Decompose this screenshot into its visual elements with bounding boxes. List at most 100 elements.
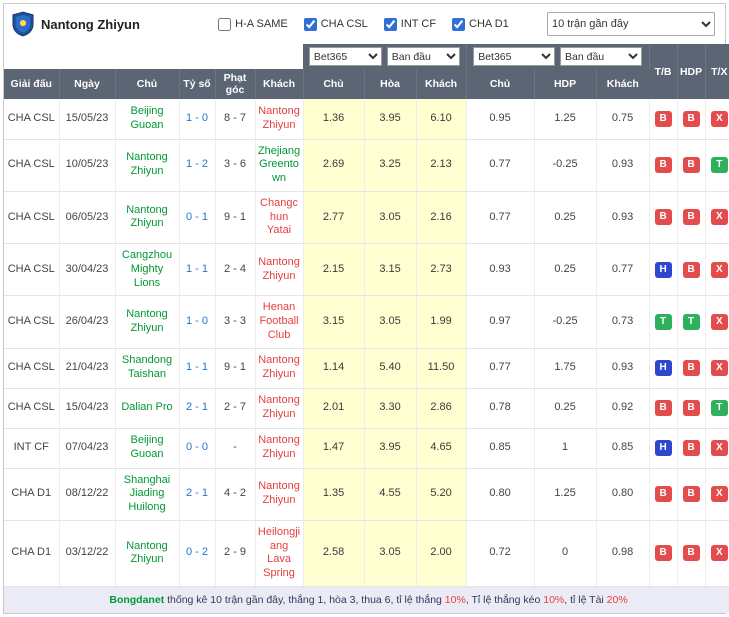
odds-time-select-hdp[interactable]: Ban đầu xyxy=(560,47,642,66)
filter-checkbox[interactable] xyxy=(218,17,232,31)
odds-time-select-1x2[interactable]: Ban đầu xyxy=(386,47,460,66)
result-tx-cell: X xyxy=(705,520,729,587)
match-row: CHA CSL 10/05/23 Nantong Zhiyun 1 - 2 3 … xyxy=(4,139,729,192)
corner-score-cell: 9 - 1 xyxy=(215,348,256,389)
score-link[interactable]: 1 - 2 xyxy=(179,139,216,192)
odds-away-cell: 2.16 xyxy=(416,191,467,245)
result-tb-badge: B xyxy=(654,400,672,416)
odds-controls-row: Bet365 Ban đầu Bet365 Ban đầu T/B HDP xyxy=(4,44,729,99)
col-header-home: Chủ xyxy=(115,69,180,99)
score-link[interactable]: 0 - 0 xyxy=(179,428,216,469)
score-link[interactable]: 1 - 1 xyxy=(179,348,216,389)
home-team-link[interactable]: Cangzhou Mighty Lions xyxy=(115,243,180,297)
result-tb-cell: H xyxy=(649,243,678,297)
odds-home-cell: 1.35 xyxy=(303,468,365,521)
date-cell: 30/04/23 xyxy=(59,243,116,297)
score-link[interactable]: 0 - 1 xyxy=(179,191,216,245)
odds-away-cell: 2.86 xyxy=(416,388,467,429)
league-cell: CHA CSL xyxy=(4,99,60,140)
odds-away-cell: 5.20 xyxy=(416,468,467,521)
league-cell: CHA CSL xyxy=(4,348,60,389)
result-tb-cell: H xyxy=(649,428,678,469)
away-team-link[interactable]: Henan Football Club xyxy=(255,295,304,349)
corner-score-cell: 2 - 4 xyxy=(215,243,256,297)
corner-score-cell: 4 - 2 xyxy=(215,468,256,521)
home-team-link[interactable]: Shandong Taishan xyxy=(115,348,180,389)
home-team-link[interactable]: Nantong Zhiyun xyxy=(115,139,180,192)
result-hdp-cell: B xyxy=(677,520,706,587)
away-team-link[interactable]: Nantong Zhiyun xyxy=(255,388,304,429)
league-cell: INT CF xyxy=(4,428,60,469)
match-range-select[interactable]: 10 trận gần đây xyxy=(547,12,715,36)
away-team-link[interactable]: Nantong Zhiyun xyxy=(255,468,304,521)
hdp-home-cell: 0.80 xyxy=(466,468,535,521)
hdp-line-cell: 1.25 xyxy=(534,99,597,140)
hdp-home-cell: 0.72 xyxy=(466,520,535,587)
score-link[interactable]: 0 - 2 xyxy=(179,520,216,587)
odds-away-cell: 2.00 xyxy=(416,520,467,587)
column-headers-row: Giải đấu Ngày Chủ Tỷ số Phạt góc Khách C… xyxy=(4,69,729,99)
hdp-away-cell: 0.92 xyxy=(596,388,650,429)
col-header-corner: Phạt góc xyxy=(215,69,256,99)
home-team-link[interactable]: Nantong Zhiyun xyxy=(115,520,180,587)
result-hdp-cell: B xyxy=(677,191,706,245)
result-tx-badge: X xyxy=(710,486,728,503)
odds-draw-cell: 3.05 xyxy=(364,520,417,587)
date-cell: 15/04/23 xyxy=(59,388,116,429)
league-cell: CHA CSL xyxy=(4,139,60,192)
header-spacer xyxy=(4,44,304,69)
score-link[interactable]: 1 - 0 xyxy=(179,295,216,349)
filter-cha-d1[interactable]: CHA D1 xyxy=(452,17,509,31)
result-tb-cell: B xyxy=(649,520,678,587)
bookmaker-select-1x2[interactable]: Bet365 xyxy=(308,47,382,66)
away-team-link[interactable]: Heilongjiang Lava Spring xyxy=(255,520,304,587)
filter-ha-same[interactable]: H-A SAME xyxy=(218,17,288,31)
result-hdp-badge: B xyxy=(682,400,700,416)
home-team-link[interactable]: Beijing Guoan xyxy=(115,99,180,140)
filter-checkbox[interactable] xyxy=(303,17,317,31)
result-tb-cell: B xyxy=(649,139,678,192)
home-team-link[interactable]: Dalian Pro xyxy=(115,388,180,429)
away-team-link[interactable]: Changchun Yatai xyxy=(255,191,304,245)
club-shield-icon xyxy=(12,11,34,37)
filter-label: H-A SAME xyxy=(235,18,288,30)
away-team-link[interactable]: Nantong Zhiyun xyxy=(255,99,304,140)
score-link[interactable]: 2 - 1 xyxy=(179,388,216,429)
away-team-link[interactable]: Nantong Zhiyun xyxy=(255,428,304,469)
result-tx-badge: T xyxy=(710,400,728,416)
col-header-hdp-away: Khách xyxy=(596,69,650,99)
result-hdp-cell: B xyxy=(677,388,706,429)
score-link[interactable]: 1 - 0 xyxy=(179,99,216,140)
result-hdp-cell: B xyxy=(677,139,706,192)
home-team-link[interactable]: Beijing Guoan xyxy=(115,428,180,469)
result-tx-badge: X xyxy=(710,209,728,226)
home-team-link[interactable]: Nantong Zhiyun xyxy=(115,295,180,349)
match-row: CHA D1 03/12/22 Nantong Zhiyun 0 - 2 2 -… xyxy=(4,520,729,587)
league-cell: CHA CSL xyxy=(4,191,60,245)
corner-score-cell: 3 - 6 xyxy=(215,139,256,192)
result-tx-badge: X xyxy=(710,440,728,456)
league-filters: H-A SAME CHA CSL INT CF CHA D1 xyxy=(178,17,509,31)
filter-checkbox[interactable] xyxy=(452,17,466,31)
footer-segment: , Tỉ lệ thắng kéo xyxy=(465,593,544,606)
home-team-link[interactable]: Nantong Zhiyun xyxy=(115,191,180,245)
col-header-league: Giải đấu xyxy=(4,69,60,99)
filter-checkbox[interactable] xyxy=(383,17,397,31)
hdp-line-cell: 0 xyxy=(534,520,597,587)
result-hdp-cell: B xyxy=(677,99,706,140)
filter-cha-csl[interactable]: CHA CSL xyxy=(303,17,368,31)
away-team-link[interactable]: Nantong Zhiyun xyxy=(255,348,304,389)
filter-int-cf[interactable]: INT CF xyxy=(383,17,437,31)
home-team-link[interactable]: Shanghai Jiading Huilong xyxy=(115,468,180,521)
score-link[interactable]: 2 - 1 xyxy=(179,468,216,521)
filter-label: INT CF xyxy=(400,18,437,30)
match-row: CHA CSL 26/04/23 Nantong Zhiyun 1 - 0 3 … xyxy=(4,295,729,349)
bookmaker-select-hdp[interactable]: Bet365 xyxy=(473,47,556,66)
away-team-link[interactable]: Zhejiang Greentown xyxy=(255,139,304,192)
result-tx-cell: T xyxy=(705,388,729,429)
date-cell: 21/04/23 xyxy=(59,348,116,389)
score-link[interactable]: 1 - 1 xyxy=(179,243,216,297)
away-team-link[interactable]: Nantong Zhiyun xyxy=(255,243,304,297)
hdp-home-cell: 0.95 xyxy=(466,99,535,140)
result-tx-cell: X xyxy=(705,295,729,349)
